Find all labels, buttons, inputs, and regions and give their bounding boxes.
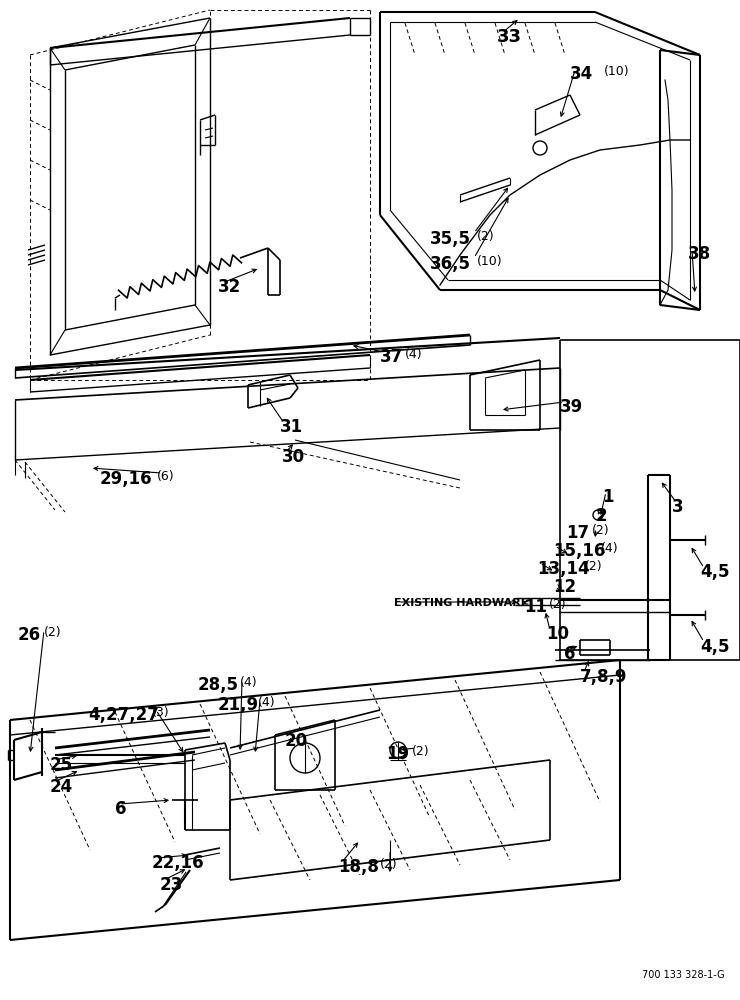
Text: (4): (4)	[240, 676, 258, 689]
Text: 29,16: 29,16	[100, 470, 152, 488]
Text: 35,5: 35,5	[430, 230, 471, 248]
Text: 25: 25	[50, 756, 73, 774]
Text: 20: 20	[285, 732, 308, 750]
Text: 18,8: 18,8	[338, 858, 379, 876]
Text: (2): (2)	[592, 524, 610, 537]
Text: 17: 17	[566, 524, 589, 542]
Text: 21,9: 21,9	[218, 696, 259, 714]
Text: 32: 32	[218, 278, 241, 296]
Text: 4,27,27: 4,27,27	[88, 706, 159, 724]
Text: 19: 19	[386, 745, 409, 763]
Text: 6: 6	[564, 645, 576, 663]
Text: 34: 34	[570, 65, 593, 83]
Text: 12: 12	[553, 578, 576, 596]
Text: 23: 23	[160, 876, 184, 894]
Text: 28,5: 28,5	[198, 676, 239, 694]
Text: 15,16: 15,16	[553, 542, 605, 560]
Text: (4): (4)	[258, 696, 275, 709]
Text: 7,8,9: 7,8,9	[580, 668, 628, 686]
Text: 30: 30	[282, 448, 305, 466]
Text: 11: 11	[524, 598, 547, 616]
Text: (2): (2)	[477, 230, 494, 243]
Text: (6): (6)	[157, 470, 175, 483]
Text: 6: 6	[115, 800, 127, 818]
Text: 4,5: 4,5	[700, 563, 730, 581]
Text: 36,5: 36,5	[430, 255, 471, 273]
Text: 39: 39	[560, 398, 583, 416]
Text: (2): (2)	[412, 745, 430, 758]
Text: 37: 37	[380, 348, 403, 366]
Text: 24: 24	[50, 778, 73, 796]
Text: 26: 26	[18, 626, 41, 644]
Text: (10): (10)	[604, 65, 630, 78]
Text: 10: 10	[546, 625, 569, 643]
Text: EXISTING HARDWARE: EXISTING HARDWARE	[394, 598, 528, 608]
Text: (2): (2)	[585, 560, 602, 573]
Text: (4): (4)	[601, 542, 619, 555]
Text: 2: 2	[596, 507, 608, 525]
Text: 31: 31	[280, 418, 303, 436]
Text: 3: 3	[672, 498, 684, 516]
Text: (10): (10)	[477, 255, 502, 268]
Text: 22,16: 22,16	[152, 854, 205, 872]
Text: (2): (2)	[380, 858, 397, 871]
Text: (3): (3)	[152, 706, 169, 719]
Text: 1: 1	[602, 488, 613, 506]
Text: (4): (4)	[405, 348, 423, 361]
Text: (2): (2)	[44, 626, 61, 639]
Text: 38: 38	[688, 245, 711, 263]
Text: 33: 33	[497, 28, 522, 46]
Text: (2): (2)	[549, 598, 567, 611]
Text: 4,5: 4,5	[700, 638, 730, 656]
Text: 13,14: 13,14	[537, 560, 590, 578]
Text: 700 133 328-1-G: 700 133 328-1-G	[642, 970, 725, 980]
